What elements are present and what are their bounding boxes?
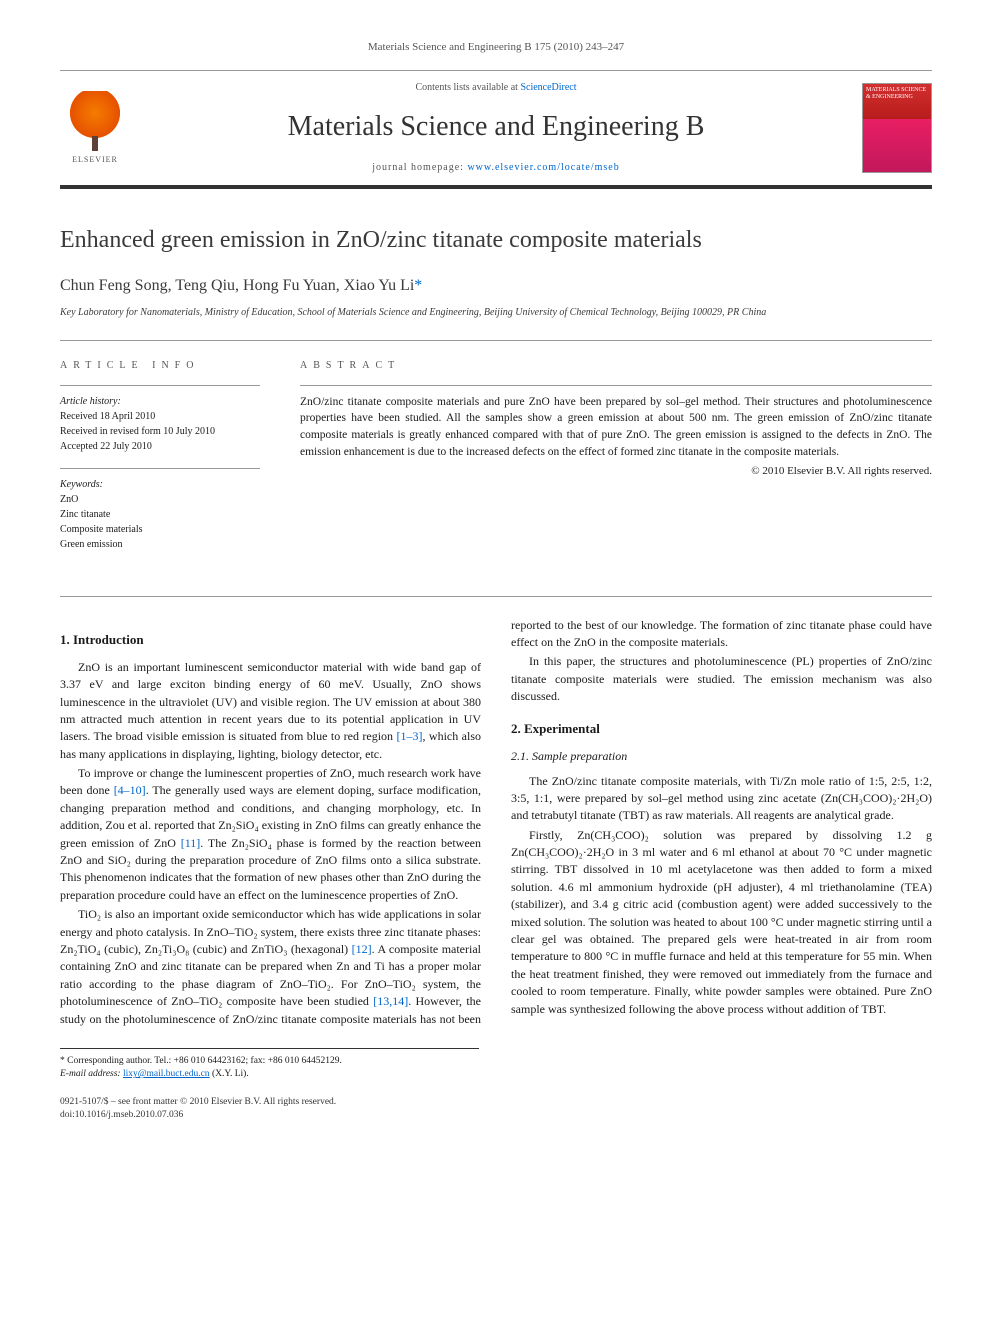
keyword: Composite materials [60,522,260,537]
elsevier-label: ELSEVIER [72,154,118,165]
abstract-label: ABSTRACT [300,359,932,373]
body-paragraph: The ZnO/zinc titanate composite material… [511,773,932,825]
body-paragraph: In this paper, the structures and photol… [511,653,932,705]
corr-author-line: * Corresponding author. Tel.: +86 010 64… [60,1055,479,1068]
journal-title: Materials Science and Engineering B [150,107,842,146]
sciencedirect-link[interactable]: ScienceDirect [520,82,576,93]
keyword: ZnO [60,492,260,507]
citation-link[interactable]: [4–10] [114,783,146,797]
masthead-center: Contents lists available at ScienceDirec… [150,81,842,174]
citation-link[interactable]: [12] [352,942,372,956]
doi-line: doi:10.1016/j.mseb.2010.07.036 [60,1109,932,1122]
body-paragraph: Firstly, Zn(CH₃COO)₂ solution was prepar… [511,827,932,1018]
masthead: ELSEVIER Contents lists available at Sci… [60,70,932,188]
homepage-line: journal homepage: www.elsevier.com/locat… [150,161,842,175]
body-paragraph: ZnO is an important luminescent semicond… [60,659,481,763]
corr-email-line: E-mail address: lixy@mail.buct.edu.cn (X… [60,1068,479,1081]
citation-link[interactable]: [1–3] [396,729,422,743]
contents-prefix: Contents lists available at [415,82,520,93]
subsection-heading-sample-prep: 2.1. Sample preparation [511,748,932,765]
history-line: Received 18 April 2010 [60,409,260,424]
citation-link[interactable]: [13,14] [373,994,408,1008]
article-info-column: ARTICLE INFO Article history: Received 1… [60,359,260,566]
section-heading-experimental: 2. Experimental [511,720,932,738]
homepage-prefix: journal homepage: [372,162,467,173]
history-line: Accepted 22 July 2010 [60,439,260,454]
article-title: Enhanced green emission in ZnO/zinc tita… [60,224,932,258]
elsevier-logo: ELSEVIER [60,88,130,168]
citation-link[interactable]: [11] [181,836,201,850]
article-history-block: Article history: Received 18 April 2010 … [60,385,260,454]
journal-cover-thumbnail: MATERIALS SCIENCE & ENGINEERING [862,83,932,173]
body-paragraph: To improve or change the luminescent pro… [60,765,481,904]
elsevier-tree-icon [70,91,120,146]
corresponding-author-footnote: * Corresponding author. Tel.: +86 010 64… [60,1048,479,1082]
header-citation: Materials Science and Engineering B 175 … [60,40,932,55]
keywords-heading: Keywords: [60,477,260,492]
affiliation: Key Laboratory for Nanomaterials, Minist… [60,306,932,320]
journal-cover-text: MATERIALS SCIENCE & ENGINEERING [863,84,931,103]
keyword: Zinc titanate [60,507,260,522]
keyword: Green emission [60,537,260,552]
abstract-copyright: © 2010 Elsevier B.V. All rights reserved… [300,464,932,479]
contents-line: Contents lists available at ScienceDirec… [150,81,842,95]
abstract-text: ZnO/zinc titanate composite materials an… [300,385,932,461]
issn-line: 0921-5107/$ – see front matter © 2010 El… [60,1096,932,1109]
corresponding-marker: * [414,277,422,294]
authors: Chun Feng Song, Teng Qiu, Hong Fu Yuan, … [60,275,932,297]
email-suffix: (X.Y. Li). [212,1069,249,1079]
homepage-link[interactable]: www.elsevier.com/locate/mseb [467,162,619,173]
article-info-label: ARTICLE INFO [60,359,260,373]
section-heading-intro: 1. Introduction [60,631,481,649]
page-container: Materials Science and Engineering B 175 … [0,0,992,1162]
history-heading: Article history: [60,394,260,409]
email-link[interactable]: lixy@mail.buct.edu.cn [123,1069,210,1079]
body-columns: 1. Introduction ZnO is an important lumi… [60,596,932,1028]
history-line: Received in revised form 10 July 2010 [60,424,260,439]
authors-list: Chun Feng Song, Teng Qiu, Hong Fu Yuan, … [60,277,414,294]
abstract-column: ABSTRACT ZnO/zinc titanate composite mat… [300,359,932,566]
info-abstract-row: ARTICLE INFO Article history: Received 1… [60,340,932,566]
email-label: E-mail address: [60,1069,121,1079]
keywords-block: Keywords: ZnO Zinc titanate Composite ma… [60,468,260,552]
footer-meta: 0921-5107/$ – see front matter © 2010 El… [60,1096,932,1123]
